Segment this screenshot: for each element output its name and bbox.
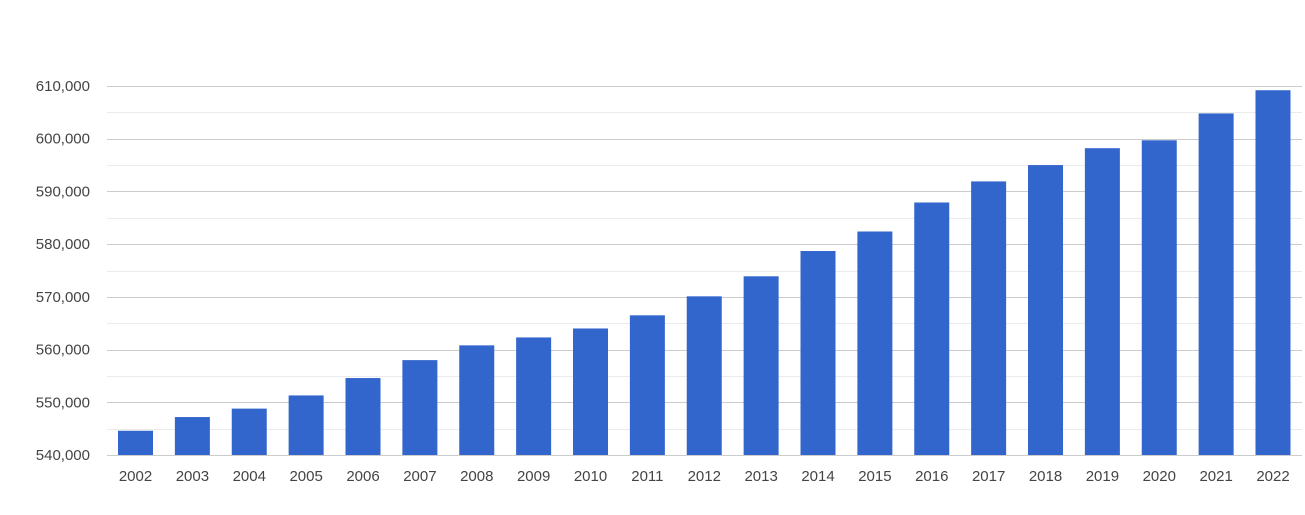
y-tick-label: 550,000 <box>36 394 90 411</box>
x-tick-label: 2018 <box>1029 468 1062 485</box>
x-tick-label: 2009 <box>517 468 550 485</box>
y-axis-tick-labels: 540,000 550,000 560,000 570,000 580,000 590,0… <box>36 78 90 464</box>
bars <box>118 90 1291 456</box>
bar-2017[interactable] <box>971 181 1007 456</box>
bar-2016[interactable] <box>914 202 950 455</box>
bar-2009[interactable] <box>516 337 552 455</box>
x-tick-label: 2007 <box>403 468 436 485</box>
bar-2008[interactable] <box>459 345 495 455</box>
bar-2003[interactable] <box>174 417 210 455</box>
x-tick-label: 2020 <box>1143 468 1176 485</box>
x-tick-label: 2015 <box>858 468 891 485</box>
y-tick-label: 580,000 <box>36 236 90 253</box>
y-tick-label: 590,000 <box>36 183 90 200</box>
x-tick-label: 2011 <box>631 468 663 485</box>
x-tick-label: 2021 <box>1199 468 1232 485</box>
bar-2007[interactable] <box>402 360 438 455</box>
x-tick-label: 2004 <box>233 468 266 485</box>
x-tick-label: 2008 <box>460 468 493 485</box>
x-tick-label: 2022 <box>1256 468 1289 485</box>
x-tick-label: 2017 <box>972 468 1005 485</box>
x-tick-label: 2016 <box>915 468 948 485</box>
bar-2002[interactable] <box>118 430 153 455</box>
bar-2006[interactable] <box>345 378 381 455</box>
x-tick-label: 2005 <box>289 468 322 485</box>
x-tick-label: 2013 <box>744 468 777 485</box>
y-tick-label: 570,000 <box>36 289 90 306</box>
x-tick-label: 2014 <box>801 468 834 485</box>
bar-2019[interactable] <box>1084 148 1120 455</box>
x-tick-label: 2003 <box>176 468 209 485</box>
y-tick-label: 560,000 <box>36 342 90 359</box>
x-axis-tick-labels: 2002 2003 2004 2005 2006 2007 2008 2009 2010 2011… <box>119 468 1290 485</box>
bar-2005[interactable] <box>288 395 324 455</box>
bar-2013[interactable] <box>743 276 779 455</box>
bar-2010[interactable] <box>573 328 608 455</box>
x-tick-label: 2002 <box>119 468 152 485</box>
bar-2018[interactable] <box>1028 165 1063 456</box>
x-tick-label: 2012 <box>688 468 721 485</box>
x-tick-label: 2019 <box>1086 468 1119 485</box>
bar-2022[interactable] <box>1255 90 1291 456</box>
bar-2012[interactable] <box>686 296 722 455</box>
x-tick-label: 2006 <box>346 468 379 485</box>
y-tick-label: 540,000 <box>36 447 90 464</box>
bar-2020[interactable] <box>1141 140 1177 455</box>
bar-2011[interactable] <box>629 315 665 455</box>
bar-2014[interactable] <box>800 250 836 455</box>
x-tick-label: 2010 <box>574 468 607 485</box>
bar-2015[interactable] <box>857 231 893 455</box>
bar-2004[interactable] <box>231 408 267 455</box>
bar-2021[interactable] <box>1198 113 1234 455</box>
y-tick-label: 610,000 <box>36 78 90 95</box>
y-tick-label: 600,000 <box>36 131 90 148</box>
